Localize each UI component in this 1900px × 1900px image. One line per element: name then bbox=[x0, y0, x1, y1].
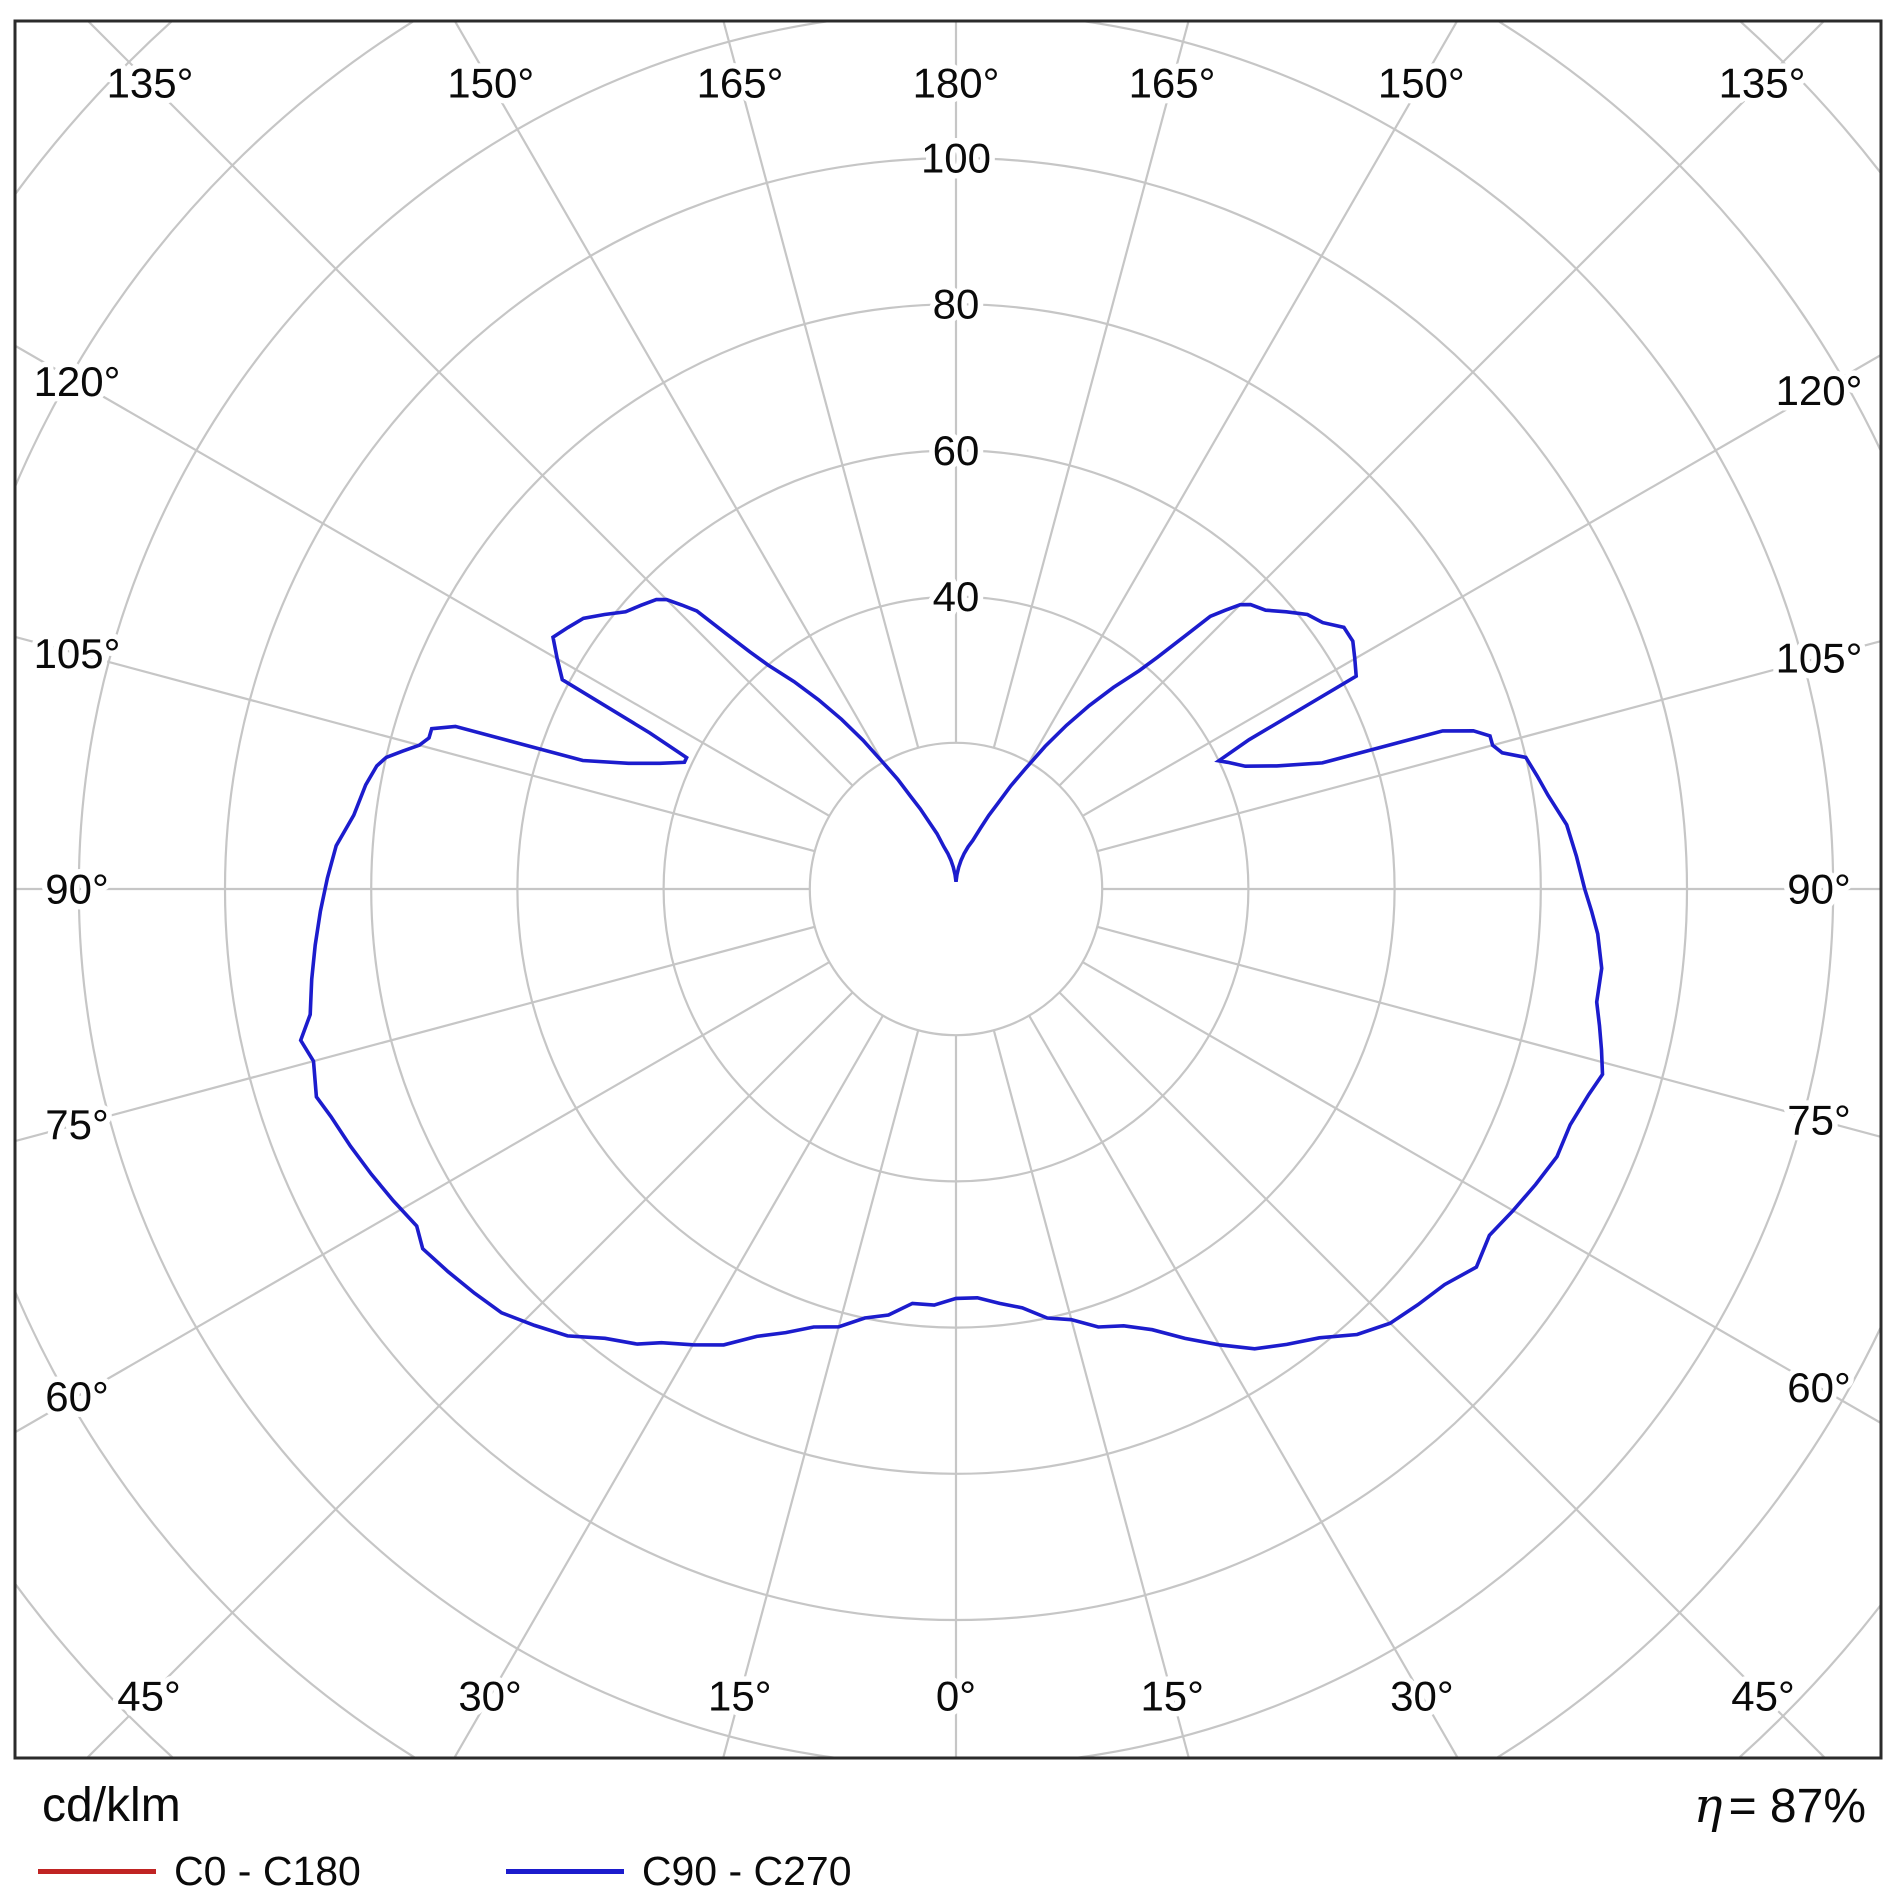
svg-text:15°: 15° bbox=[1140, 1673, 1204, 1720]
svg-text:120°: 120° bbox=[34, 358, 121, 405]
svg-text:150°: 150° bbox=[447, 60, 534, 107]
legend-item-c0-c180: C0 - C180 bbox=[38, 1848, 361, 1895]
efficiency-value: = 87% bbox=[1728, 1780, 1866, 1833]
svg-text:60°: 60° bbox=[45, 1373, 109, 1420]
svg-text:80: 80 bbox=[933, 281, 980, 328]
svg-text:15°: 15° bbox=[708, 1673, 772, 1720]
svg-text:105°: 105° bbox=[34, 630, 121, 677]
svg-text:45°: 45° bbox=[117, 1673, 181, 1720]
svg-text:60: 60 bbox=[933, 427, 980, 474]
svg-text:60°: 60° bbox=[1787, 1364, 1851, 1411]
svg-text:90°: 90° bbox=[1787, 866, 1851, 913]
eta-symbol: η bbox=[1693, 1778, 1723, 1834]
svg-text:30°: 30° bbox=[1390, 1673, 1454, 1720]
svg-text:90°: 90° bbox=[45, 866, 109, 913]
legend-label-c0-c180: C0 - C180 bbox=[174, 1848, 361, 1894]
svg-text:135°: 135° bbox=[1719, 60, 1806, 107]
unit-label: cd/klm bbox=[42, 1779, 181, 1832]
svg-text:105°: 105° bbox=[1776, 634, 1863, 681]
legend-label-c90-c270: C90 - C270 bbox=[641, 1848, 852, 1894]
svg-text:165°: 165° bbox=[697, 60, 784, 107]
svg-text:150°: 150° bbox=[1378, 60, 1465, 107]
svg-text:100: 100 bbox=[921, 135, 991, 182]
legend-swatch-c90-c270 bbox=[505, 1869, 624, 1874]
legend-item-c90-c270: C90 - C270 bbox=[505, 1848, 852, 1895]
efficiency-label: η = 87% bbox=[1694, 1778, 1866, 1834]
svg-text:40: 40 bbox=[933, 573, 980, 620]
curve-c90-c270 bbox=[298, 597, 1605, 1351]
svg-text:165°: 165° bbox=[1129, 60, 1216, 107]
svg-text:75°: 75° bbox=[45, 1101, 109, 1148]
svg-text:135°: 135° bbox=[107, 60, 194, 107]
svg-text:120°: 120° bbox=[1776, 367, 1863, 414]
legend-swatch-c0-c180 bbox=[38, 1869, 156, 1874]
svg-text:45°: 45° bbox=[1731, 1673, 1795, 1720]
svg-text:75°: 75° bbox=[1787, 1097, 1851, 1144]
svg-text:30°: 30° bbox=[458, 1673, 522, 1720]
svg-text:180°: 180° bbox=[913, 60, 1000, 107]
svg-text:0°: 0° bbox=[936, 1673, 976, 1720]
legend: C0 - C180 C90 - C270 bbox=[38, 1848, 852, 1895]
